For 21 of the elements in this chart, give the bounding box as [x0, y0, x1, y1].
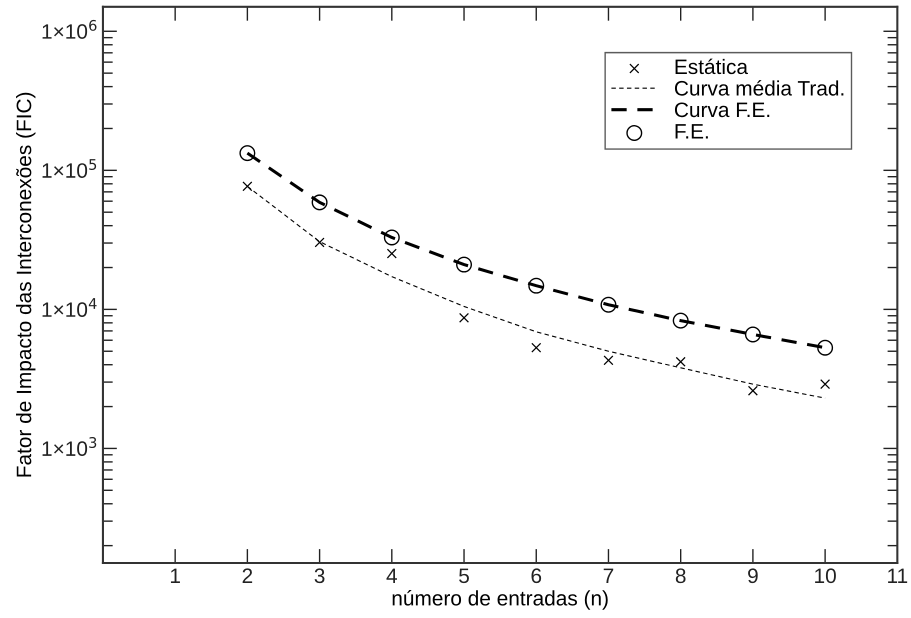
y-tick-label: 1×10$^{4}$ [42, 298, 97, 317]
legend-label: Curva média Trad. [674, 80, 844, 96]
x-tick-label: 3 [314, 568, 324, 584]
legend-label: Estática [676, 58, 748, 74]
x-tick-label: 2 [242, 568, 252, 583]
x-tick-label: 6 [532, 568, 542, 584]
x-tick-label: 1 [170, 568, 180, 583]
y-tick-label: 1×10$^{3}$ [42, 437, 96, 456]
x-tick-label: 4 [386, 568, 397, 583]
legend-label: F.E. [676, 124, 708, 138]
x-tick-label: 10 [815, 568, 836, 584]
x-tick-label: 11 [888, 568, 908, 583]
x-tick-label: 7 [604, 568, 614, 583]
legend-label: Curva F.E. [674, 102, 770, 118]
x-axis-title: número de entradas (n) [392, 590, 608, 610]
x-tick-label: 5 [459, 568, 469, 584]
y-tick-label: 1×10$^{6}$ [42, 20, 96, 39]
x-tick-label: 9 [748, 568, 758, 584]
y-tick-label: 1×10$^{5}$ [42, 159, 96, 178]
y-axis-title: Fator de Impacto das Interconexões (FIC) [16, 92, 36, 477]
x-tick-label: 8 [676, 568, 686, 584]
